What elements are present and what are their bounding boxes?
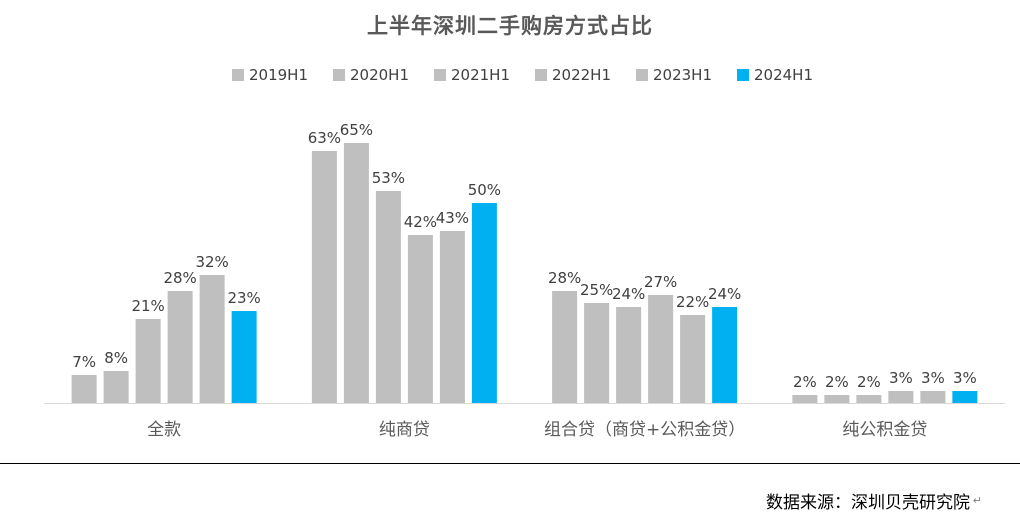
legend-item-2024h1: 2024H1	[737, 64, 813, 86]
legend: 2019H1 2020H1 2021H1 2022H1 2023H1 2024H1	[0, 64, 1020, 86]
legend-item-2022h1: 2022H1	[535, 64, 611, 86]
data-label: 65%	[340, 121, 373, 139]
bar-2021h1-2	[616, 307, 642, 403]
data-label: 2%	[857, 373, 881, 391]
data-label: 8%	[104, 349, 128, 367]
data-label: 3%	[889, 369, 913, 387]
bar-2020h1-1	[343, 143, 369, 403]
bar-2020h1-3	[824, 395, 850, 403]
bar-2019h1-1	[311, 151, 337, 403]
bar-2019h1-0	[71, 375, 97, 403]
data-label: 27%	[644, 273, 677, 291]
bar-2024h1-3	[952, 391, 978, 403]
data-label: 43%	[436, 209, 469, 227]
legend-item-2021h1: 2021H1	[434, 64, 510, 86]
data-label: 3%	[953, 369, 977, 387]
legend-swatch	[636, 69, 648, 81]
legend-swatch	[535, 69, 547, 81]
legend-label: 2020H1	[350, 66, 409, 84]
bar-2024h1-2	[712, 307, 738, 403]
bar-2020h1-2	[584, 303, 610, 403]
bar-2023h1-1	[439, 231, 465, 403]
bar-2024h1-0	[231, 311, 257, 403]
bar-2024h1-1	[471, 203, 497, 403]
legend-swatch	[434, 69, 446, 81]
legend-item-2023h1: 2023H1	[636, 64, 712, 86]
data-label: 28%	[163, 269, 196, 287]
source-note: 数据来源：深圳贝壳研究院	[766, 493, 970, 513]
bar-2019h1-3	[792, 395, 818, 403]
data-label: 2%	[825, 373, 849, 391]
category-label: 全款	[147, 420, 181, 440]
legend-item-2019h1: 2019H1	[232, 64, 308, 86]
legend-label: 2022H1	[552, 66, 611, 84]
category-label: 纯商贷	[379, 420, 430, 440]
data-label: 42%	[404, 213, 437, 231]
bar-2021h1-1	[375, 191, 401, 403]
bar-2023h1-2	[680, 315, 706, 403]
bar-2021h1-3	[856, 395, 882, 403]
legend-swatch	[737, 69, 749, 81]
data-label: 21%	[131, 297, 164, 315]
legend-item-2020h1: 2020H1	[333, 64, 409, 86]
data-label: 24%	[708, 285, 741, 303]
data-label: 53%	[372, 169, 405, 187]
legend-swatch	[333, 69, 345, 81]
legend-label: 2024H1	[754, 66, 813, 84]
data-label: 3%	[921, 369, 945, 387]
category-label: 组合贷（商贷+公积金贷）	[544, 420, 745, 440]
data-label: 22%	[676, 293, 709, 311]
legend-label: 2021H1	[451, 66, 510, 84]
bar-2020h1-0	[103, 371, 129, 403]
divider	[0, 463, 1020, 464]
data-label: 23%	[227, 289, 260, 307]
legend-swatch	[232, 69, 244, 81]
category-label: 纯公积金贷	[842, 420, 927, 440]
bar-2022h1-2	[648, 295, 674, 403]
data-label: 7%	[72, 353, 96, 371]
data-label: 24%	[612, 285, 645, 303]
bar-2019h1-2	[552, 291, 578, 403]
bar-2023h1-0	[199, 275, 225, 403]
bar-chart: 7% 8%21%28%32%23%全款63%65%53%42%43%50%纯商贷2…	[44, 121, 1005, 440]
chart-title: 上半年深圳二手购房方式占比	[367, 13, 653, 38]
bar-2022h1-3	[888, 391, 914, 403]
data-label: 2%	[793, 373, 817, 391]
bar-2021h1-0	[135, 319, 161, 403]
data-label: 32%	[195, 253, 228, 271]
legend-label: 2023H1	[653, 66, 712, 84]
bar-2022h1-0	[167, 291, 193, 403]
data-label: 28%	[548, 269, 581, 287]
data-label: 50%	[468, 181, 501, 199]
return-mark: ↵	[972, 494, 982, 507]
legend-label: 2019H1	[249, 66, 308, 84]
bar-2022h1-1	[407, 235, 433, 403]
data-label: 63%	[308, 129, 341, 147]
data-label: 25%	[580, 281, 613, 299]
bar-2023h1-3	[920, 391, 946, 403]
